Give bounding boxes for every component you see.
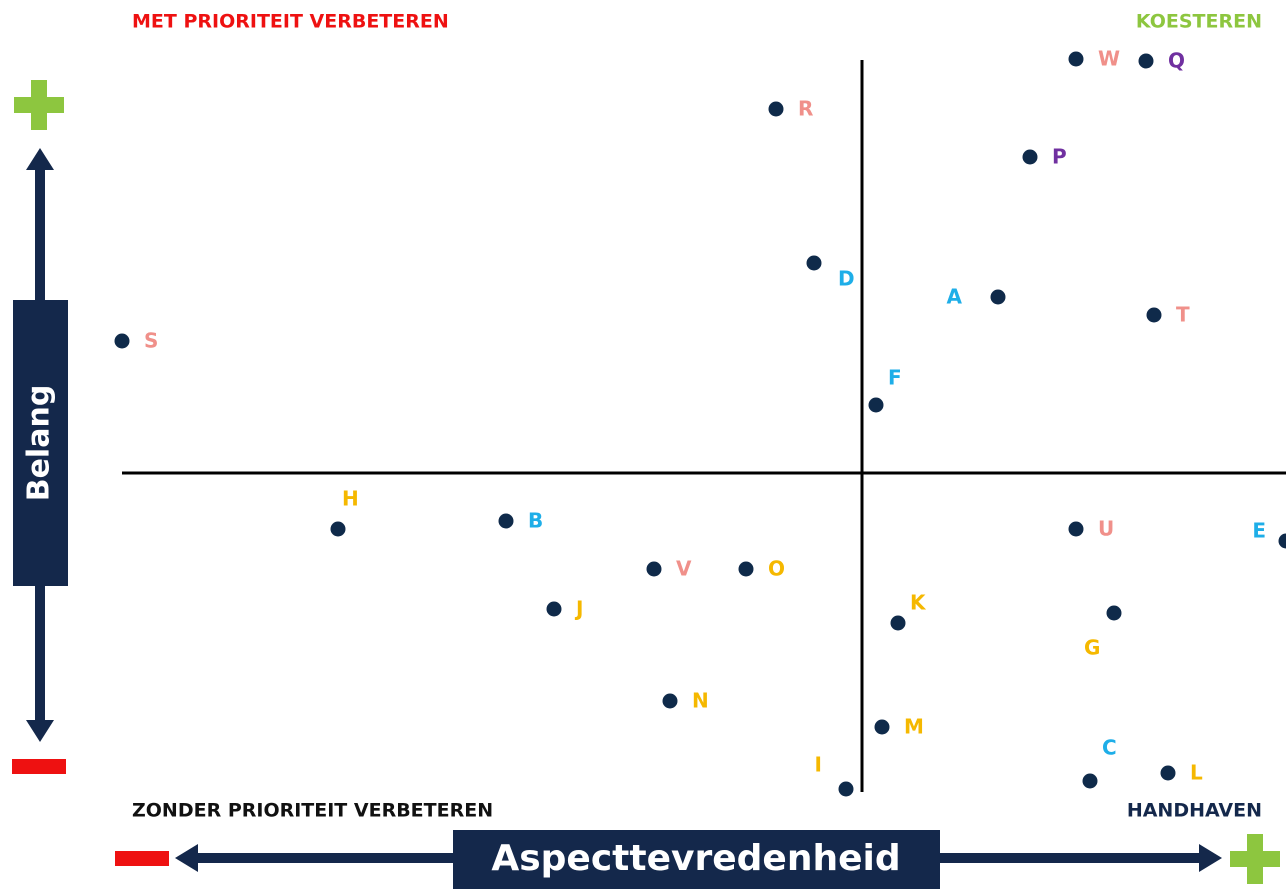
point bbox=[547, 602, 562, 617]
point-label: N bbox=[692, 689, 709, 713]
point-label: M bbox=[904, 715, 924, 739]
point bbox=[1147, 308, 1162, 323]
point-label: T bbox=[1176, 303, 1190, 327]
point-label: K bbox=[910, 591, 927, 615]
point-label: S bbox=[144, 329, 158, 353]
point bbox=[891, 616, 906, 631]
point bbox=[991, 290, 1006, 305]
point-label: V bbox=[676, 557, 692, 581]
point-label: D bbox=[838, 267, 855, 291]
point-label: A bbox=[947, 285, 963, 309]
point bbox=[1069, 52, 1084, 67]
y-axis-label: Belang bbox=[22, 385, 57, 502]
point-label: Q bbox=[1168, 49, 1185, 73]
point-label: C bbox=[1102, 736, 1117, 760]
point bbox=[769, 102, 784, 117]
plus-icon bbox=[1230, 834, 1280, 884]
point-label: E bbox=[1252, 519, 1266, 543]
point-label: L bbox=[1190, 761, 1203, 785]
point bbox=[869, 398, 884, 413]
point bbox=[1083, 774, 1098, 789]
point-label: U bbox=[1098, 517, 1114, 541]
quadrant-label: MET PRIORITEIT VERBETEREN bbox=[132, 11, 449, 33]
quadrant-label: HANDHAVEN bbox=[1127, 800, 1262, 822]
x-axis-label: Aspecttevredenheid bbox=[491, 838, 900, 879]
point-label: G bbox=[1084, 636, 1100, 660]
point bbox=[499, 514, 514, 529]
point bbox=[1139, 54, 1154, 69]
point bbox=[807, 256, 822, 271]
point bbox=[1161, 766, 1176, 781]
point bbox=[1107, 606, 1122, 621]
point bbox=[647, 562, 662, 577]
point-label: R bbox=[798, 97, 813, 121]
minus-icon bbox=[12, 759, 66, 774]
point bbox=[331, 522, 346, 537]
point-label: I bbox=[815, 753, 822, 777]
quadrant-label: KOESTEREN bbox=[1136, 11, 1262, 33]
point bbox=[115, 334, 130, 349]
point-label: P bbox=[1052, 145, 1067, 169]
point-label: J bbox=[574, 597, 583, 621]
point bbox=[839, 782, 854, 797]
point bbox=[1279, 534, 1286, 549]
point bbox=[739, 562, 754, 577]
point-label: O bbox=[768, 557, 785, 581]
quadrant-label: ZONDER PRIORITEIT VERBETEREN bbox=[132, 800, 493, 822]
point-label: B bbox=[528, 509, 543, 533]
point bbox=[1023, 150, 1038, 165]
point bbox=[663, 694, 678, 709]
point bbox=[875, 720, 890, 735]
point-label: W bbox=[1098, 47, 1120, 71]
plus-icon bbox=[14, 80, 64, 130]
point-label: F bbox=[888, 366, 902, 390]
point-label: H bbox=[342, 487, 359, 511]
minus-icon bbox=[115, 851, 169, 866]
point bbox=[1069, 522, 1084, 537]
